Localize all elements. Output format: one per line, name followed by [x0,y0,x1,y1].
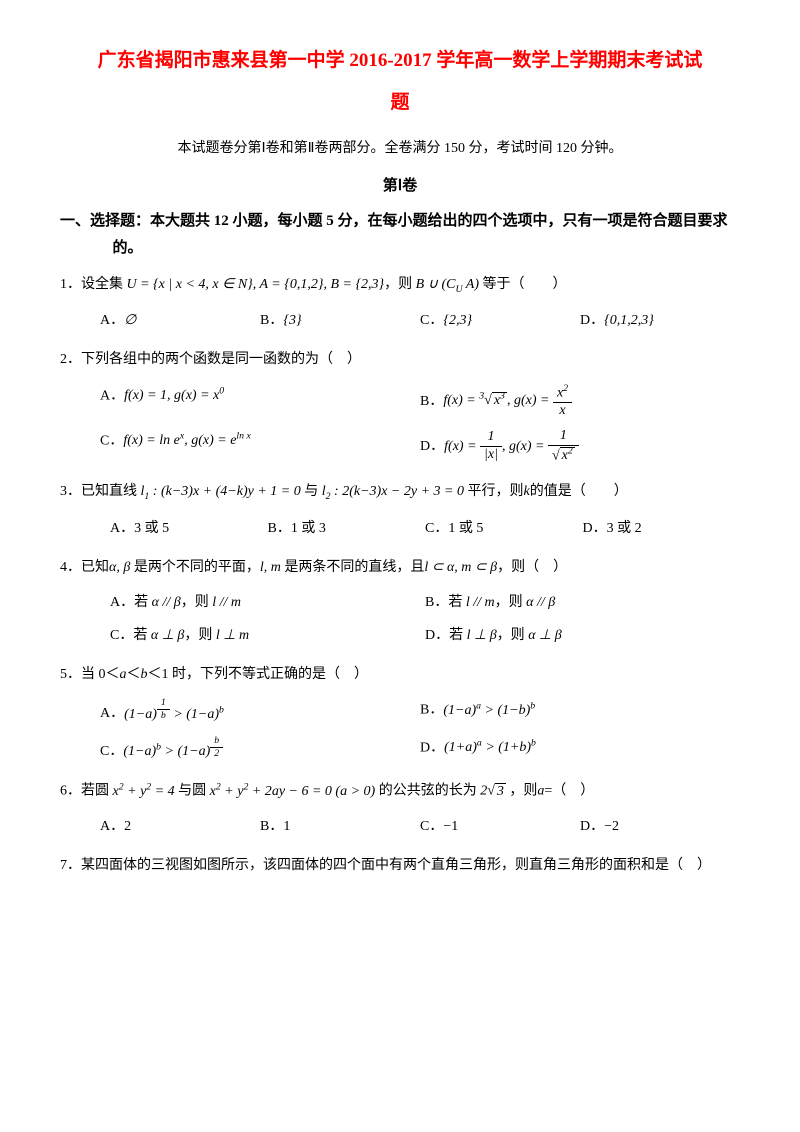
q2-option-b: B．f(x) = 3√x3, g(x) = x2x [420,379,740,424]
q2-options: A．f(x) = 1, g(x) = x0 B．f(x) = 3√x3, g(x… [100,379,740,470]
q6-option-a: A．2 [100,810,260,843]
question-5: 5．当 0＜a＜b＜1 时，下列不等式正确的是（ ） A．(1−a)1b > (… [60,662,740,768]
exam-title-line1: 广东省揭阳市惠来县第一中学 2016-2017 学年高一数学上学期期末考试试 [60,40,740,82]
q3-option-c: C．1 或 5 [425,512,583,545]
q5-option-a: A．(1−a)1b > (1−a)b [100,693,420,730]
q6-stem: 6．若圆 x2 + y2 = 4 与圆 x2 + y2 + 2ay − 6 = … [60,778,740,804]
q1-options: A．∅ B．{3} C．{2,3} D．{0,1,2,3} [100,304,740,337]
question-3: 3．已知直线 l1 : (k−3)x + (4−k)y + 1 = 0 与 l2… [60,479,740,545]
q5-stem: 5．当 0＜a＜b＜1 时，下列不等式正确的是（ ） [60,662,740,687]
q4-options: A．若 α // β，则 l // m B．若 l // m，则 α // β … [110,586,740,652]
q1-option-d: D．{0,1,2,3} [580,304,740,337]
q4-option-c: C．若 α ⊥ β，则 l ⊥ m [110,619,425,652]
q4-stem: 4．已知α, β 是两个不同的平面，l, m 是两条不同的直线，且l ⊂ α, … [60,555,740,580]
q3-option-a: A．3 或 5 [110,512,268,545]
question-2: 2．下列各组中的两个函数是同一函数的为（ ） A．f(x) = 1, g(x) … [60,347,740,469]
exam-subtitle: 本试题卷分第Ⅰ卷和第Ⅱ卷两部分。全卷满分 150 分，考试时间 120 分钟。 [60,136,740,161]
q4-option-d: D．若 l ⊥ β，则 α ⊥ β [425,619,740,652]
q1-stem: 1．设全集 U = {x | x < 4, x ∈ N}, A = {0,1,2… [60,272,740,298]
exam-title-line2: 题 [60,82,740,124]
q2-option-c: C．f(x) = ln ex, g(x) = eln x [100,424,420,469]
q4-option-b: B．若 l // m，则 α // β [425,586,740,619]
question-4: 4．已知α, β 是两个不同的平面，l, m 是两条不同的直线，且l ⊂ α, … [60,555,740,653]
q4-option-a: A．若 α // β，则 l // m [110,586,425,619]
question-7: 7．某四面体的三视图如图所示，该四面体的四个面中有两个直角三角形，则直角三角形的… [60,853,740,878]
q6-option-c: C．−1 [420,810,580,843]
q6-options: A．2 B．1 C．−1 D．−2 [100,810,740,843]
q7-stem: 7．某四面体的三视图如图所示，该四面体的四个面中有两个直角三角形，则直角三角形的… [60,853,740,878]
q3-stem: 3．已知直线 l1 : (k−3)x + (4−k)y + 1 = 0 与 l2… [60,479,740,505]
q5-option-d: D．(1+a)a > (1+b)b [420,731,740,768]
section1-description: 一、选择题：本大题共 12 小题，每小题 5 分，在每小题给出的四个选项中，只有… [113,208,741,262]
q5-options: A．(1−a)1b > (1−a)b B．(1−a)a > (1−b)b C．(… [100,693,740,768]
q2-option-d: D．f(x) = 1|x|, g(x) = 1√x2 [420,424,740,469]
q2-option-a: A．f(x) = 1, g(x) = x0 [100,379,420,424]
question-6: 6．若圆 x2 + y2 = 4 与圆 x2 + y2 + 2ay − 6 = … [60,778,740,843]
q6-option-b: B．1 [260,810,420,843]
q3-options: A．3 或 5 B．1 或 3 C．1 或 5 D．3 或 2 [110,512,740,545]
q3-option-b: B．1 或 3 [268,512,426,545]
q1-option-a: A．∅ [100,304,260,337]
q5-option-c: C．(1−a)b > (1−a)b2 [100,731,420,768]
q6-option-d: D．−2 [580,810,740,843]
question-1: 1．设全集 U = {x | x < 4, x ∈ N}, A = {0,1,2… [60,272,740,338]
part-header: 第Ⅰ卷 [60,173,740,200]
q1-option-c: C．{2,3} [420,304,580,337]
q3-option-d: D．3 或 2 [583,512,741,545]
q5-option-b: B．(1−a)a > (1−b)b [420,693,740,730]
q1-option-b: B．{3} [260,304,420,337]
q2-stem: 2．下列各组中的两个函数是同一函数的为（ ） [60,347,740,372]
